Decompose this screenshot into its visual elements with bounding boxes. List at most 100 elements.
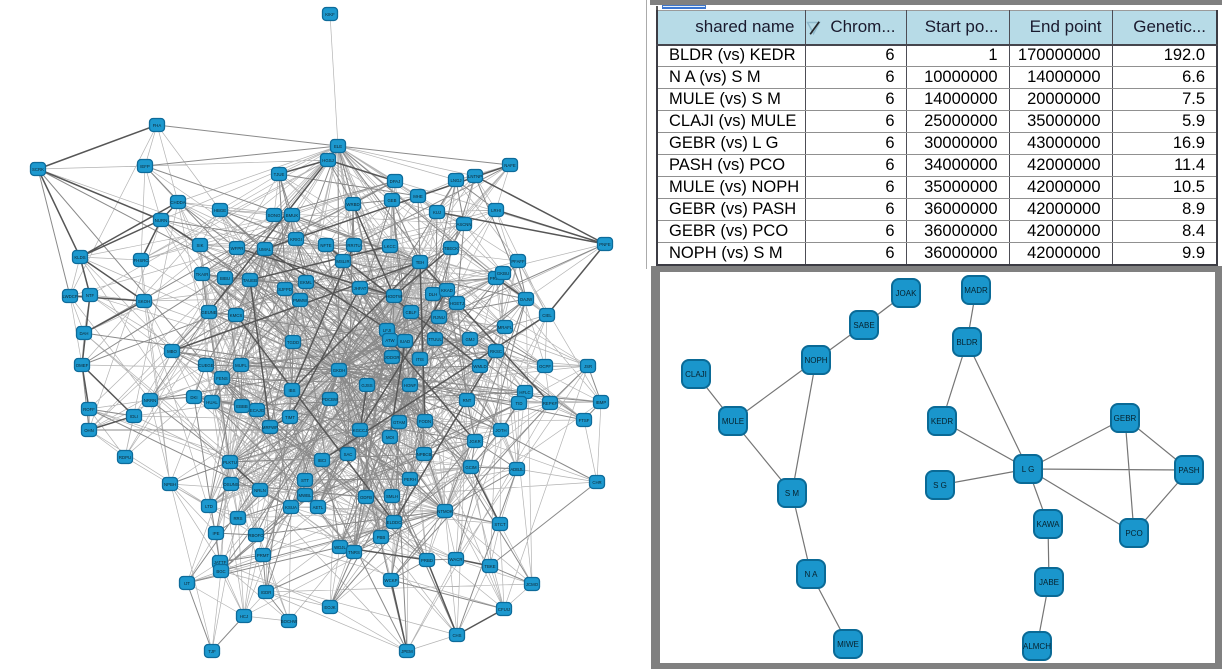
svg-text:WFPR: WFPR — [231, 246, 244, 251]
svg-text:S M: S M — [785, 489, 800, 498]
svg-text:JCMO: JCMO — [526, 582, 539, 587]
svg-text:IJT: IJT — [184, 581, 190, 586]
svg-text:BGC: BGC — [216, 569, 225, 574]
svg-text:LKCC: LKCC — [384, 244, 395, 249]
svg-text:NFTE: NFTE — [320, 243, 331, 248]
svg-text:ITIS: ITIS — [416, 357, 424, 362]
svg-text:RNT: RNT — [463, 398, 472, 403]
svg-text:L G: L G — [1022, 465, 1035, 474]
svg-text:PRMT: PRMT — [257, 553, 270, 558]
svg-text:HUAL: HUAL — [206, 400, 218, 405]
svg-text:MIWE: MIWE — [837, 640, 859, 649]
svg-text:TEH: TEH — [416, 260, 425, 265]
svg-text:AETL: AETL — [313, 505, 324, 510]
svg-text:IBS: IBS — [289, 388, 296, 393]
svg-text:MOI: MOI — [386, 435, 394, 440]
svg-text:JPEM: JPEM — [401, 649, 413, 654]
svg-text:N A: N A — [805, 570, 819, 579]
svg-text:IGDR: IGDR — [261, 590, 272, 595]
svg-text:GMJ: GMJ — [465, 337, 474, 342]
svg-text:MHE: MHE — [413, 194, 423, 199]
svg-text:MRAFL: MRAFL — [498, 325, 513, 330]
svg-text:KIKF: KIKF — [325, 12, 335, 17]
svg-text:NOPH: NOPH — [804, 356, 827, 365]
svg-text:TID: TID — [516, 401, 523, 406]
svg-text:IEFP: IEFP — [140, 164, 150, 169]
svg-text:JABE: JABE — [1039, 578, 1059, 587]
svg-text:OHN: OHN — [84, 428, 94, 433]
svg-text:RBOFO: RBOFO — [248, 533, 264, 538]
svg-text:ELDDC: ELDDC — [387, 520, 402, 525]
svg-text:JHFAT: JHFAT — [354, 286, 367, 291]
svg-text:ROFF: ROFF — [83, 407, 95, 412]
svg-text:CLAJI: CLAJI — [685, 370, 707, 379]
svg-text:LTD: LTD — [205, 504, 213, 509]
svg-text:RJNU: RJNU — [433, 315, 444, 320]
svg-text:S G: S G — [933, 481, 947, 490]
svg-text:IUAD: IUAD — [400, 339, 410, 344]
svg-text:UMAL: UMAL — [259, 247, 272, 252]
svg-text:NPBCB: NPBCB — [417, 452, 432, 457]
svg-text:MWBL: MWBL — [299, 493, 313, 498]
svg-text:LNGJ: LNGJ — [451, 178, 462, 183]
svg-text:ELE: ELE — [334, 144, 342, 149]
svg-text:MUFL: MUFL — [235, 363, 247, 368]
svg-text:IDLI: IDLI — [130, 414, 138, 419]
svg-text:SKOH: SKOH — [138, 299, 150, 304]
svg-text:LRHI: LRHI — [491, 208, 501, 213]
svg-text:NPBH: NPBH — [164, 482, 176, 487]
svg-text:IBMP: IBMP — [596, 400, 607, 405]
svg-text:KRIGI: KRIGI — [290, 237, 302, 242]
svg-text:TKAIR: TKAIR — [196, 272, 209, 277]
svg-text:KSUA: KSUA — [285, 505, 297, 510]
svg-text:PCO: PCO — [1125, 529, 1142, 538]
svg-text:WMLD: WMLD — [473, 364, 486, 369]
svg-text:CHDDA: CHDDA — [170, 200, 185, 205]
svg-text:PLKTU: PLKTU — [223, 460, 237, 465]
svg-text:GEB: GEB — [387, 198, 396, 203]
svg-text:GKDH: GKDH — [333, 368, 345, 373]
svg-text:HFLC: HFLC — [519, 390, 530, 395]
svg-text:TBECK: TBECK — [444, 246, 458, 251]
svg-text:HGETJ: HGETJ — [450, 301, 464, 306]
svg-text:SMLH: SMLH — [386, 494, 398, 499]
svg-text:JOTH: JOTH — [495, 428, 506, 433]
svg-text:TIMT: TIMT — [285, 415, 295, 420]
svg-text:CBLF: CBLF — [406, 310, 417, 315]
svg-text:ATW: ATW — [385, 338, 395, 343]
svg-text:KKAD: KKAD — [441, 288, 453, 293]
svg-text:KMCS: KMCS — [230, 313, 243, 318]
svg-text:HODTW: HODTW — [386, 294, 403, 299]
svg-text:WCKP: WCKP — [385, 578, 398, 583]
svg-text:DAH: DAH — [79, 331, 88, 336]
svg-text:PERH: PERH — [404, 477, 416, 482]
svg-text:CHR: CHR — [592, 480, 601, 485]
svg-text:MULE: MULE — [722, 417, 744, 426]
svg-text:HGSJ: HGSJ — [322, 158, 333, 163]
svg-text:CIEL: CIEL — [542, 313, 552, 318]
svg-text:GJSS: GJSS — [361, 383, 372, 388]
svg-text:GTAM: GTAM — [393, 420, 406, 425]
svg-text:HBGE: HBGE — [214, 208, 226, 213]
svg-text:TBKE: TBKE — [484, 564, 495, 569]
svg-text:JGKR: JGKR — [469, 439, 480, 444]
svg-text:BLDR: BLDR — [956, 338, 978, 347]
svg-text:OCPF: OCPF — [539, 364, 551, 369]
svg-text:CHS: CHS — [452, 633, 461, 638]
svg-text:HCJ: HCJ — [240, 614, 248, 619]
svg-text:WRBD: WRBD — [346, 202, 359, 207]
svg-text:OAJW: OAJW — [520, 297, 533, 302]
svg-text:BOCHW: BOCHW — [281, 619, 298, 624]
svg-text:KUJ: KUJ — [433, 210, 441, 215]
svg-text:JODGR: JODGR — [384, 355, 399, 360]
svg-text:LWDCF: LWDCF — [63, 294, 78, 299]
svg-text:ODFB: ODFB — [360, 495, 372, 500]
svg-text:EBBB: EBBB — [236, 404, 248, 409]
svg-text:DLH: DLH — [429, 292, 438, 297]
svg-text:TTUUL: TTUUL — [428, 337, 442, 342]
svg-text:TNRS: TNRS — [348, 550, 360, 555]
svg-text:NRLN: NRLN — [254, 488, 266, 493]
svg-text:SJFPD: SJFPD — [278, 287, 292, 292]
svg-text:LNTNP: LNTNP — [468, 174, 482, 179]
svg-text:MBO: MBO — [167, 349, 177, 354]
